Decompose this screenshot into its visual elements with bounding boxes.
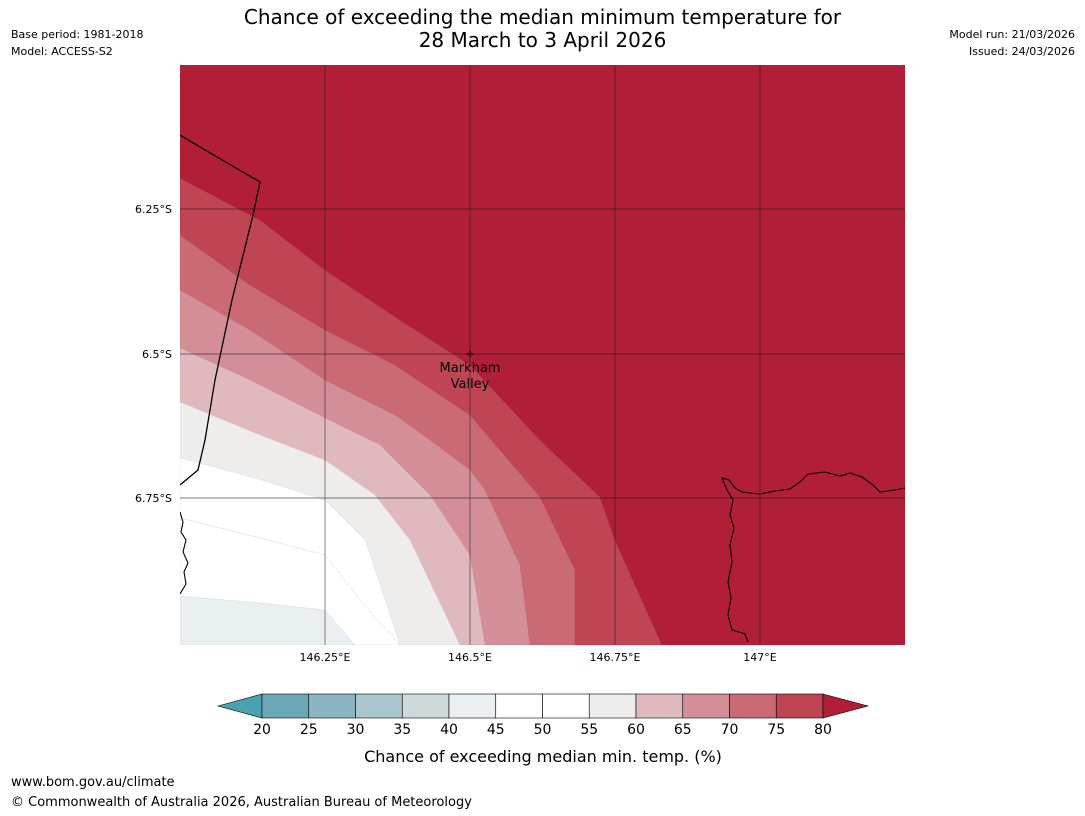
colorbar-lower-extension — [216, 693, 263, 719]
colorbar-cells — [261, 693, 824, 719]
colorbar-cell-35_40 — [401, 693, 450, 719]
colorbar-cell-75_80 — [775, 693, 824, 719]
colorbar-upper-extension — [822, 693, 870, 719]
model-text: Model: ACCESS-S2 — [11, 45, 113, 58]
lon-label-146-5: 146.5°E — [448, 651, 492, 664]
title-line-2: 28 March to 3 April 2026 — [418, 28, 667, 52]
colorbar-tick-label: 80 — [814, 722, 832, 738]
colorbar-tick-label: 70 — [721, 722, 739, 738]
header-left-meta: Base period: 1981-2018 Model: ACCESS-S2 — [11, 26, 143, 60]
lon-label-146-75: 146.75°E — [590, 651, 641, 664]
issued-text: Issued: 24/03/2026 — [968, 45, 1075, 58]
colorbar-cell-60_65 — [635, 693, 684, 719]
place-label-line-2: Valley — [451, 377, 490, 392]
colorbar-cell-70_75 — [729, 693, 777, 719]
colorbar-cell-55_60 — [588, 693, 637, 719]
colorbar-cell-30_35 — [355, 693, 403, 719]
header-right-meta: Model run: 21/03/2026 Issued: 24/03/2026 — [949, 26, 1075, 60]
colorbar-cell-50_55 — [542, 693, 590, 719]
lat-label-6-25: 6.25°S — [135, 203, 172, 216]
coastline-east — [721, 471, 905, 643]
footer-url: www.bom.gov.au/climate — [11, 775, 175, 790]
colorbar-cell-45_50 — [495, 693, 543, 719]
longitude-labels: 146.25°E 146.5°E 146.75°E 147°E — [300, 651, 777, 664]
colorbar-cell-25_30 — [308, 693, 356, 719]
markham-valley-marker — [466, 350, 474, 358]
colorbar-ticks: 20 25 30 35 40 45 50 55 60 65 70 75 80 — [253, 722, 832, 738]
place-label-line-1: Markham — [440, 361, 501, 376]
lat-label-6-75: 6.75°S — [135, 492, 172, 505]
coastline-west — [180, 511, 189, 595]
colorbar-tick-label: 65 — [674, 722, 692, 738]
colorbar: 20 25 30 35 40 45 50 55 60 65 70 75 80 Chance of exc… — [216, 693, 870, 766]
colorbar-tick-label: 55 — [580, 722, 598, 738]
colorbar-tick-label: 45 — [487, 722, 505, 738]
province-boundary — [180, 134, 261, 486]
lon-label-146-25: 146.25°E — [300, 651, 351, 664]
lat-label-6-5: 6.5°S — [142, 348, 172, 361]
colorbar-title: Chance of exceeding median min. temp. (%… — [364, 747, 722, 766]
colorbar-cell-65_70 — [682, 693, 730, 719]
colorbar-tick-label: 60 — [627, 722, 645, 738]
base-period-text: Base period: 1981-2018 — [11, 28, 144, 41]
colorbar-cell-20_25 — [261, 693, 310, 719]
colorbar-cell-40_45 — [448, 693, 497, 719]
colorbar-tick-label: 50 — [534, 722, 552, 738]
map-title: Chance of exceeding the median minimum t… — [180, 6, 905, 52]
model-run-text: Model run: 21/03/2026 — [949, 28, 1075, 41]
title-line-1: Chance of exceeding the median minimum t… — [243, 5, 842, 29]
footer-copyright: © Commonwealth of Australia 2026, Austra… — [11, 795, 472, 810]
colorbar-tick-label: 30 — [347, 722, 365, 738]
colorbar-tick-label: 35 — [393, 722, 411, 738]
colorbar-tick-label: 20 — [253, 722, 271, 738]
colorbar-tick-label: 25 — [300, 722, 318, 738]
lon-label-147: 147°E — [743, 651, 776, 664]
band-40-45 — [180, 595, 356, 645]
colorbar-tick-label: 75 — [767, 722, 785, 738]
latitude-labels: 6.25°S 6.5°S 6.75°S — [135, 203, 172, 505]
map-area: Markham Valley — [180, 65, 905, 645]
colorbar-tick-label: 40 — [440, 722, 458, 738]
